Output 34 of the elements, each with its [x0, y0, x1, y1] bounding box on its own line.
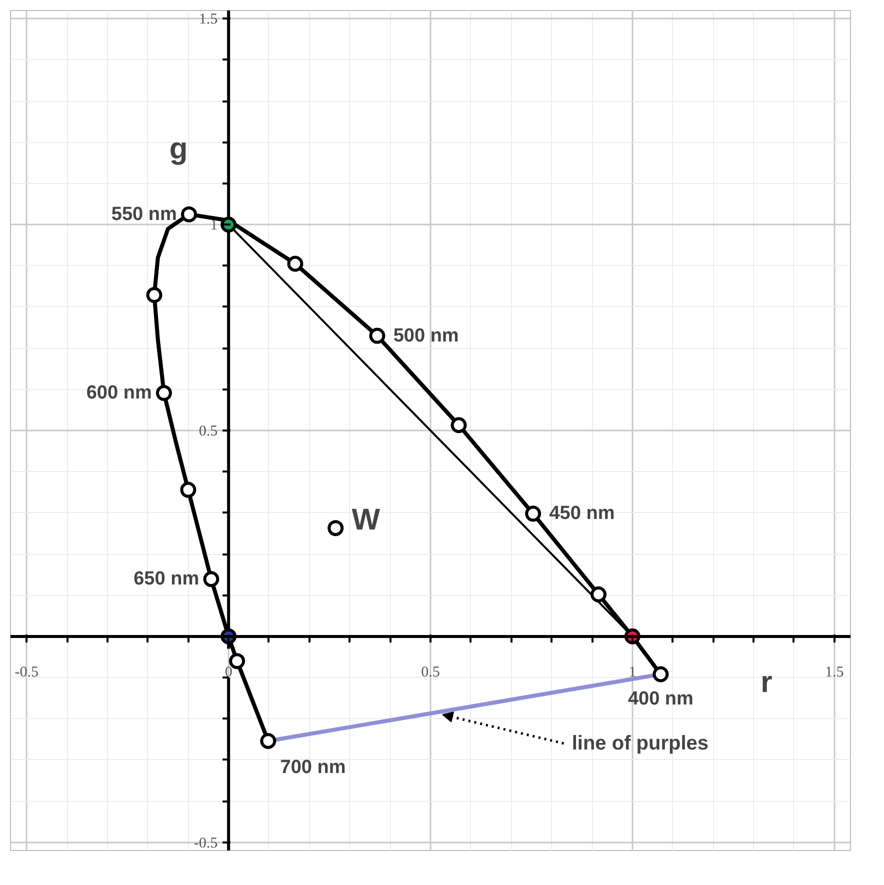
annotation: W: [352, 504, 381, 537]
point: [652, 666, 669, 682]
annotation: 700 nm: [280, 757, 346, 778]
annotation: 550 nm: [111, 204, 177, 225]
annotation: 450 nm: [549, 503, 615, 524]
point: [146, 287, 162, 304]
x-tick-label: 0: [224, 664, 232, 680]
point: [450, 417, 467, 434]
point: [181, 206, 197, 222]
y-tick-label: 0.5: [198, 424, 218, 440]
x-axis-title: r: [760, 666, 773, 699]
y-tick-label: -0.5: [194, 835, 218, 852]
point: [590, 586, 606, 602]
y-tick-label: 1: [210, 218, 218, 234]
point: [525, 506, 542, 522]
point: [260, 732, 276, 749]
x-tick-label: -0.5: [14, 664, 39, 680]
annotation: 400 nm: [628, 688, 694, 710]
x-tick-label: 1: [628, 664, 636, 680]
x-tick-label: 0.5: [421, 664, 440, 680]
y-axis-title: g: [169, 132, 188, 166]
point: [156, 385, 172, 402]
annotation: 600 nm: [86, 382, 152, 404]
point: [287, 256, 304, 272]
point: [220, 216, 237, 233]
point: [203, 571, 220, 588]
point: [369, 328, 386, 344]
point: [328, 520, 344, 536]
y-tick-label: 1.5: [198, 12, 218, 28]
x-tick-label: 1.5: [824, 664, 844, 680]
point: [180, 482, 196, 498]
annotation: line of purples: [572, 732, 709, 754]
annotation: 650 nm: [134, 568, 200, 590]
annotation: 500 nm: [393, 325, 459, 346]
